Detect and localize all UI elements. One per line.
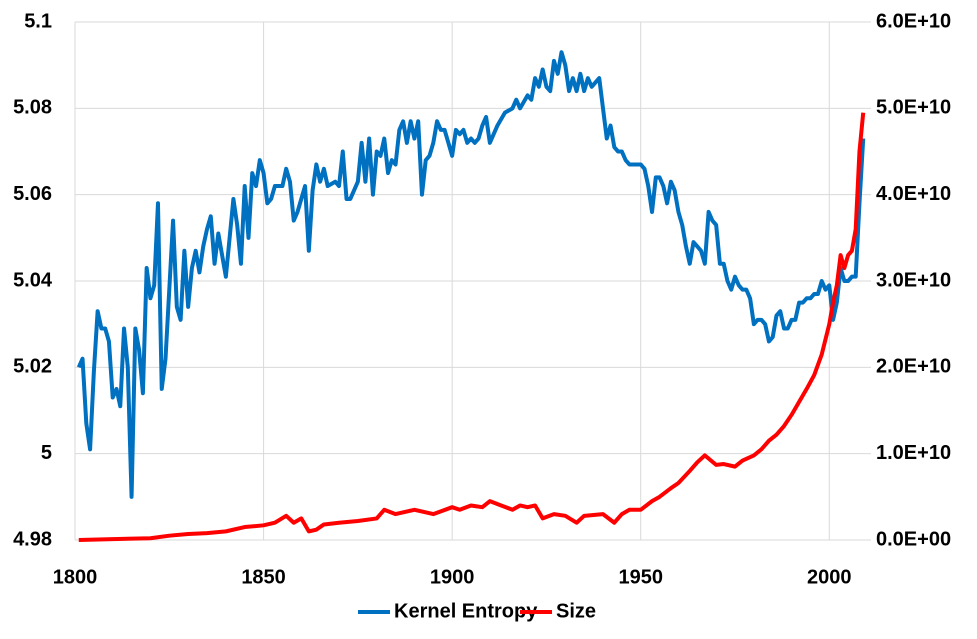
x-tick-label: 1850 <box>241 566 286 588</box>
y2-tick-label: 4.0E+10 <box>876 183 951 205</box>
y2-tick-label: 0.0E+00 <box>876 528 951 550</box>
x-tick-label: 1800 <box>53 566 98 588</box>
y2-tick-label: 3.0E+10 <box>876 269 951 291</box>
series-line <box>76 50 866 499</box>
y-tick-label: 5.02 <box>13 356 52 378</box>
x-tick-label: 1950 <box>618 566 663 588</box>
series-line <box>78 112 866 542</box>
y-tick-label: 5.06 <box>13 183 52 205</box>
y2-tick-label: 6.0E+10 <box>876 10 951 32</box>
y-tick-label: 5.04 <box>13 269 53 291</box>
y-tick-label: 5 <box>41 442 52 464</box>
legend-label: Size <box>556 600 596 622</box>
y-tick-label: 5.1 <box>24 10 52 32</box>
y2-tick-label: 1.0E+10 <box>876 442 951 464</box>
x-tick-label: 2000 <box>807 566 852 588</box>
y-tick-label: 4.98 <box>13 528 52 550</box>
legend-label: Kernel Entropy <box>394 600 538 622</box>
y2-tick-label: 2.0E+10 <box>876 356 951 378</box>
y2-tick-label: 5.0E+10 <box>876 97 951 119</box>
y-tick-label: 5.08 <box>13 97 52 119</box>
x-tick-label: 1900 <box>430 566 475 588</box>
